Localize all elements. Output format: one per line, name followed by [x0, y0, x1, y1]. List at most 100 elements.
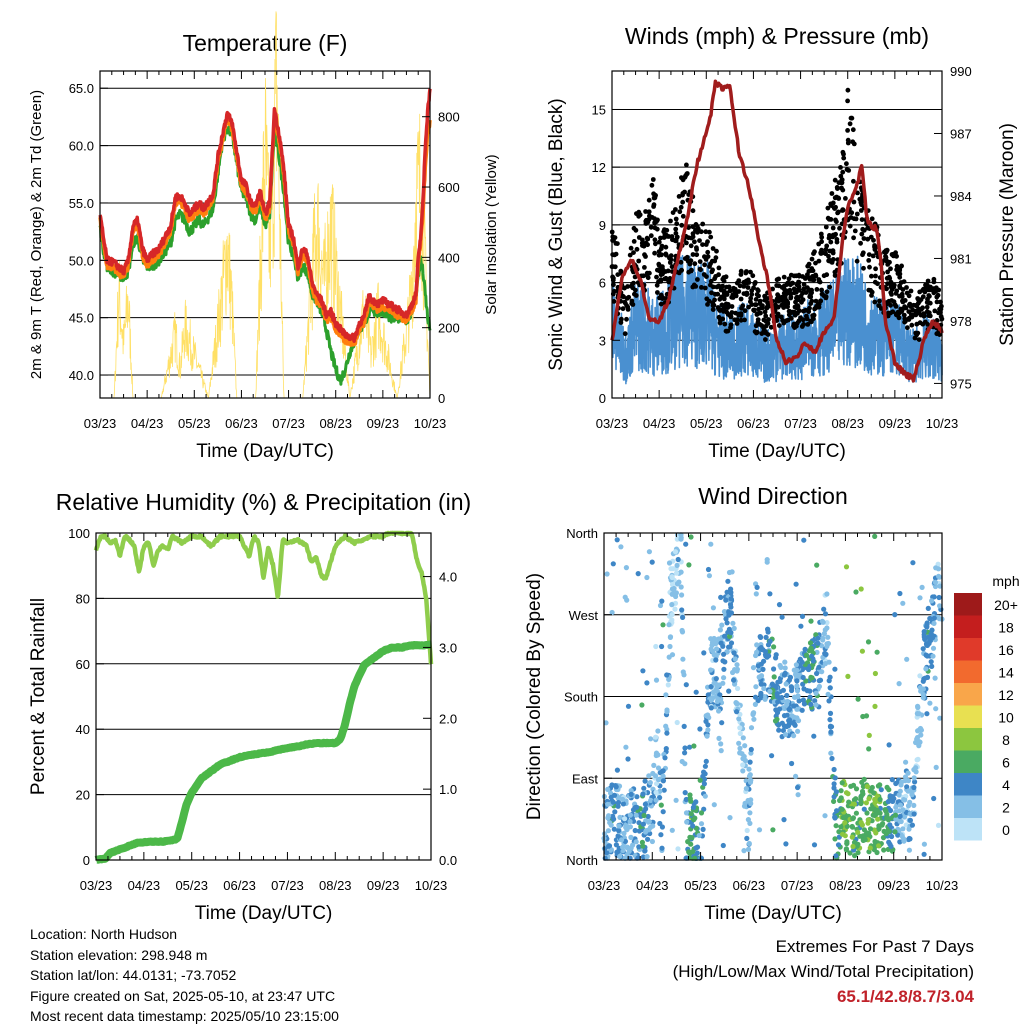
gust-point: [906, 315, 912, 321]
direction-point: [747, 779, 754, 785]
direction-point: [930, 635, 936, 641]
gust-point: [750, 273, 756, 279]
direction-point: [811, 842, 818, 848]
x-tick-label: 08/23: [831, 416, 864, 431]
direction-point: [679, 607, 685, 613]
gust-point: [655, 267, 660, 273]
direction-point: [690, 849, 696, 855]
direction-point: [881, 847, 887, 853]
direction-point: [767, 591, 773, 597]
gust-point: [830, 250, 836, 256]
gust-point: [655, 290, 660, 295]
gust-point: [904, 285, 909, 290]
direction-point: [834, 808, 840, 814]
direction-point: [753, 591, 759, 597]
gust-point: [849, 115, 855, 121]
direction-point: [649, 838, 656, 845]
direction-point: [745, 817, 752, 823]
direction-point: [827, 717, 833, 723]
direction-point: [795, 673, 802, 680]
gust-point: [703, 242, 709, 247]
gust-point: [791, 309, 797, 315]
direction-point: [817, 677, 824, 683]
gust-point: [927, 313, 933, 319]
y-tick-label: 0: [599, 391, 606, 406]
direction-point: [815, 635, 821, 641]
gust-point: [923, 282, 928, 288]
gust-point: [843, 196, 848, 201]
direction-point: [923, 652, 929, 658]
direction-point: [758, 634, 764, 641]
direction-point: [892, 829, 898, 835]
direction-point: [702, 793, 708, 799]
gust-point: [652, 250, 657, 256]
gust-point: [841, 155, 847, 161]
direction-point: [669, 617, 675, 623]
x-tick-label: 09/23: [367, 878, 400, 893]
gust-point: [688, 268, 694, 274]
gust-point: [641, 273, 646, 279]
direction-point: [842, 833, 848, 839]
direction-point: [754, 584, 760, 591]
y-tick-label: West: [569, 608, 599, 623]
direction-point: [900, 826, 906, 832]
gust-point: [884, 258, 890, 264]
direction-point: [933, 565, 939, 571]
direction-point: [889, 777, 895, 783]
direction-point: [611, 826, 617, 832]
direction-point: [724, 620, 730, 626]
direction-point: [765, 642, 772, 648]
direction-point: [793, 581, 799, 587]
direction-point: [909, 792, 915, 798]
gust-point: [738, 317, 744, 323]
direction-point: [824, 620, 830, 626]
gust-point: [764, 296, 770, 301]
gust-point: [909, 322, 915, 328]
direction-point: [931, 620, 937, 627]
gust-point: [827, 284, 833, 290]
gust-point: [644, 272, 650, 278]
direction-point: [847, 850, 853, 856]
gust-point: [622, 331, 628, 337]
direction-point: [798, 623, 804, 629]
direction-point: [867, 845, 873, 851]
gust-point: [905, 325, 910, 331]
direction-point: [774, 693, 781, 700]
gust-point: [895, 313, 901, 318]
direction-point: [835, 842, 842, 848]
gust-point: [840, 149, 846, 155]
gust-point: [809, 298, 815, 304]
direction-point: [765, 629, 771, 635]
gust-point: [702, 262, 707, 268]
direction-point: [740, 735, 746, 741]
gust-point: [652, 195, 658, 201]
direction-point: [713, 676, 719, 682]
gust-point: [684, 171, 689, 177]
direction-point: [897, 590, 903, 597]
direction-point: [783, 841, 789, 847]
gust-point: [763, 330, 769, 336]
direction-point: [915, 703, 921, 710]
direction-point: [669, 602, 675, 608]
gust-point: [803, 290, 809, 295]
gust-point: [785, 300, 791, 305]
direction-point: [800, 681, 806, 687]
direction-point: [726, 688, 732, 694]
gust-point: [821, 293, 827, 299]
gust-point: [786, 312, 792, 318]
direction-point: [660, 809, 666, 815]
y2-tick-label: 981: [950, 251, 972, 266]
gust-point: [899, 308, 905, 314]
direction-point: [731, 650, 737, 656]
direction-point: [702, 763, 709, 769]
direction-point: [829, 755, 835, 762]
direction-point: [754, 642, 760, 648]
direction-point: [890, 794, 896, 800]
direction-point: [640, 843, 646, 849]
direction-point: [676, 579, 682, 585]
gust-point: [888, 302, 893, 308]
direction-point: [761, 685, 767, 692]
direction-point: [893, 804, 899, 810]
gust-point: [619, 316, 624, 322]
